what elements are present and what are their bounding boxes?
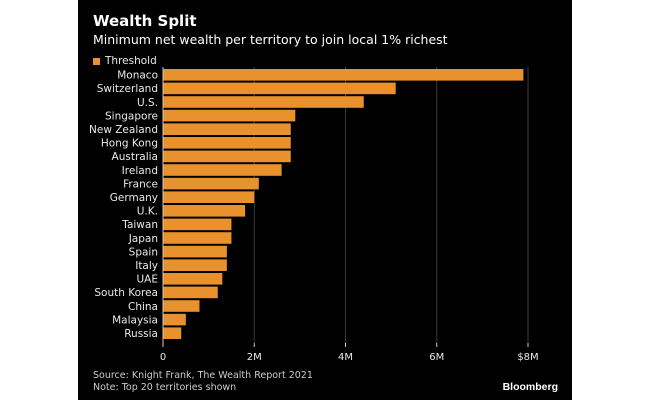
category-label: Malaysia	[112, 314, 158, 326]
source-note: Source: Knight Frank, The Wealth Report …	[93, 370, 313, 381]
bar-switzerland	[163, 82, 396, 95]
category-label: U.S.	[137, 97, 158, 109]
category-label: Singapore	[105, 110, 158, 122]
bloomberg-logo: Bloomberg	[502, 381, 558, 393]
category-label: Spain	[129, 246, 158, 258]
legend: Threshold	[93, 55, 157, 67]
category-label: Monaco	[117, 70, 158, 82]
legend-swatch	[93, 57, 100, 65]
bar-singapore	[163, 109, 296, 122]
category-label: Ireland	[122, 165, 158, 177]
chart-panel: Wealth Split Minimum net wealth per terr…	[78, 0, 572, 400]
category-label: Taiwan	[121, 219, 158, 231]
category-label: South Korea	[94, 287, 158, 299]
bar-new-zealand	[163, 123, 291, 135]
bar-france	[163, 177, 259, 190]
category-label: Hong Kong	[101, 138, 158, 150]
x-tick-label: $8M	[517, 352, 538, 363]
x-tick-label: 0	[160, 352, 166, 363]
bar-hong-kong	[163, 137, 291, 149]
bar-spain	[163, 245, 227, 258]
bar-taiwan	[163, 218, 232, 231]
category-label: France	[123, 178, 158, 190]
category-label: Russia	[124, 328, 158, 340]
chart-subtitle: Minimum net wealth per territory to join…	[93, 32, 448, 47]
bar-south-korea	[163, 286, 218, 299]
x-tick-label: 6M	[429, 352, 444, 363]
legend-label: Threshold	[105, 55, 157, 67]
category-label: Italy	[135, 260, 158, 272]
category-label: Germany	[110, 192, 158, 204]
bar-ireland	[163, 164, 282, 176]
x-tick-label: 4M	[338, 352, 353, 363]
bar-uae	[163, 273, 223, 285]
x-tick-label: 2M	[247, 352, 262, 363]
category-label: Australia	[112, 151, 158, 163]
category-label: U.K.	[137, 206, 158, 218]
bar-japan	[163, 232, 232, 244]
category-label: Japan	[128, 233, 158, 245]
category-label: China	[128, 301, 158, 313]
category-label: UAE	[136, 274, 158, 286]
chart-title: Wealth Split	[93, 12, 197, 30]
bar-italy	[163, 259, 227, 271]
bar-australia	[163, 150, 291, 163]
bar-u-k-	[163, 205, 246, 217]
bar-russia	[163, 327, 182, 339]
bar-monaco	[163, 69, 524, 81]
category-label: Switzerland	[97, 83, 158, 95]
bar-u-s-	[163, 96, 364, 108]
bar-china	[163, 300, 200, 312]
footnote: Note: Top 20 territories shown	[93, 382, 237, 393]
category-label: New Zealand	[89, 124, 158, 136]
bar-germany	[163, 191, 255, 203]
bar-malaysia	[163, 313, 186, 326]
